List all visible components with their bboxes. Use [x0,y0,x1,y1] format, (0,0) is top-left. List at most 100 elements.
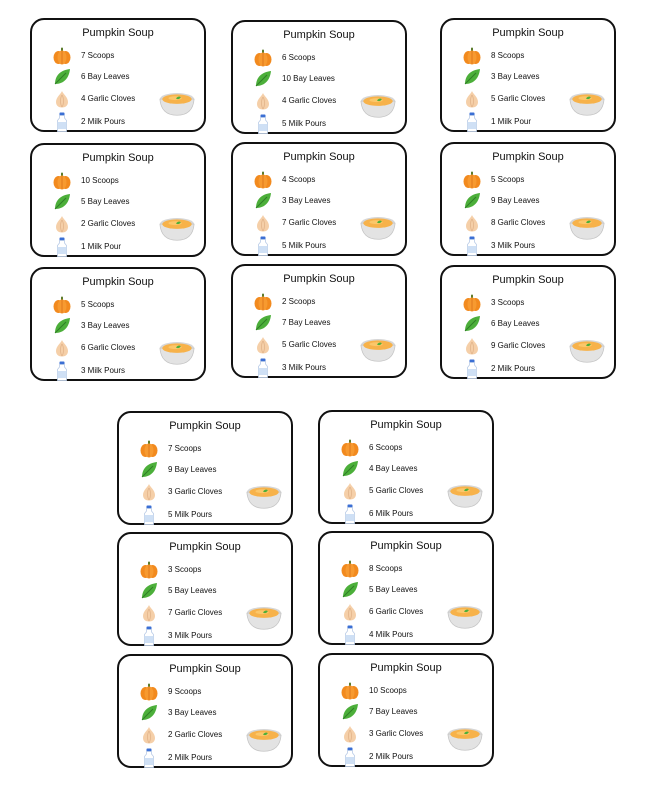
card-title: Pumpkin Soup [492,151,564,163]
ingredient-row-bay-leaves: 3 Bay Leaves [52,316,202,336]
ingredient-row-pumpkin-scoops: 2 Scoops [253,292,403,312]
recipe-card: Pumpkin Soup 3 Scoops 6 Bay Leaves 9 Garlic… [440,265,616,379]
ingredient-amount: 8 Scoops [369,564,403,573]
bay-leaf-icon [340,459,360,479]
card-title: Pumpkin Soup [82,152,154,164]
ingredient-row-garlic-cloves: 4 Garlic Cloves [52,89,202,109]
ingredient-amount: 5 Scoops [491,175,525,184]
milk-bottle-icon [462,359,482,379]
ingredient-amount: 7 Bay Leaves [282,318,331,327]
ingredient-amount: 7 Garlic Cloves [168,608,223,617]
recipe-card: Pumpkin Soup 6 Scoops 10 Bay Leaves 4 Garli… [231,20,407,134]
ingredient-row-bay-leaves: 5 Bay Leaves [340,580,490,600]
ingredient-amount: 3 Bay Leaves [282,196,331,205]
ingredient-amount: 5 Milk Pours [168,510,213,519]
ingredient-row-milk-pours: 2 Milk Pours [462,359,612,379]
ingredient-row-pumpkin-scoops: 7 Scoops [52,46,202,66]
garlic-icon [139,725,159,745]
ingredient-amount: 10 Scoops [81,176,119,185]
ingredient-amount: 5 Milk Pours [282,119,327,128]
ingredient-row-pumpkin-scoops: 4 Scoops [253,170,403,190]
recipe-card: Pumpkin Soup 6 Scoops 4 Bay Leaves 5 Garlic… [318,410,494,524]
garlic-icon [139,603,159,623]
ingredient-row-milk-pours: 2 Milk Pours [52,112,202,132]
soup-bowl-icon [568,85,606,119]
ingredient-amount: 9 Bay Leaves [168,465,217,474]
garlic-icon [340,602,360,622]
bay-leaf-icon [52,67,72,87]
recipe-card: Pumpkin Soup 2 Scoops 7 Bay Leaves 5 Garlic… [231,264,407,378]
garlic-icon [340,724,360,744]
ingredient-amount: 5 Bay Leaves [168,586,217,595]
ingredient-row-garlic-cloves: 4 Garlic Cloves [253,91,403,111]
pumpkin-icon [462,170,482,190]
ingredient-row-milk-pours: 1 Milk Pour [462,112,612,132]
garlic-icon [253,91,273,111]
ingredient-row-bay-leaves: 5 Bay Leaves [139,581,289,601]
garlic-icon [340,481,360,501]
ingredient-amount: 2 Milk Pours [369,752,414,761]
ingredient-row-milk-pours: 3 Milk Pours [462,236,612,256]
ingredient-amount: 6 Milk Pours [369,509,414,518]
soup-bowl-icon [446,720,484,754]
ingredient-amount: 5 Scoops [81,300,115,309]
ingredient-amount: 6 Scoops [369,443,403,452]
ingredient-row-garlic-cloves: 6 Garlic Cloves [52,338,202,358]
bay-leaf-icon [462,67,482,87]
ingredient-amount: 5 Garlic Cloves [491,94,546,103]
soup-bowl-icon [446,477,484,511]
pumpkin-icon [253,170,273,190]
soup-bowl-icon [158,85,196,119]
ingredient-row-garlic-cloves: 3 Garlic Cloves [139,482,289,502]
soup-bowl-icon [446,598,484,632]
card-title: Pumpkin Soup [492,27,564,39]
ingredient-row-milk-pours: 5 Milk Pours [253,114,403,134]
recipe-card: Pumpkin Soup 9 Scoops 3 Bay Leaves 2 Garlic… [117,654,293,768]
ingredient-amount: 1 Milk Pour [81,242,122,251]
garlic-icon [139,482,159,502]
pumpkin-icon [340,438,360,458]
card-title: Pumpkin Soup [370,540,442,552]
milk-bottle-icon [253,114,273,134]
card-title: Pumpkin Soup [283,29,355,41]
ingredient-amount: 5 Milk Pours [282,241,327,250]
ingredient-row-pumpkin-scoops: 6 Scoops [253,48,403,68]
card-title: Pumpkin Soup [283,151,355,163]
garlic-icon [52,338,72,358]
ingredient-row-pumpkin-scoops: 6 Scoops [340,438,490,458]
ingredient-amount: 6 Garlic Cloves [369,607,424,616]
soup-bowl-icon [158,334,196,368]
ingredient-row-garlic-cloves: 2 Garlic Cloves [52,214,202,234]
bay-leaf-icon [139,581,159,601]
pumpkin-icon [340,681,360,701]
ingredient-amount: 3 Scoops [491,298,525,307]
ingredient-amount: 6 Bay Leaves [81,72,130,81]
ingredient-amount: 6 Garlic Cloves [81,343,136,352]
ingredient-row-pumpkin-scoops: 5 Scoops [462,170,612,190]
pumpkin-icon [52,295,72,315]
recipe-card: Pumpkin Soup 7 Scoops 6 Bay Leaves 4 Garlic… [30,18,206,132]
recipe-card: Pumpkin Soup 4 Scoops 3 Bay Leaves 7 Garlic… [231,142,407,256]
ingredient-row-milk-pours: 5 Milk Pours [139,505,289,525]
ingredient-row-bay-leaves: 3 Bay Leaves [139,703,289,723]
ingredient-row-milk-pours: 2 Milk Pours [139,748,289,768]
ingredient-amount: 8 Garlic Cloves [491,218,546,227]
ingredient-row-bay-leaves: 6 Bay Leaves [462,314,612,334]
bay-leaf-icon [253,313,273,333]
card-title: Pumpkin Soup [169,541,241,553]
ingredient-amount: 9 Scoops [168,687,202,696]
milk-bottle-icon [340,504,360,524]
ingredient-row-bay-leaves: 5 Bay Leaves [52,192,202,212]
soup-bowl-icon [359,87,397,121]
bay-leaf-icon [52,316,72,336]
pumpkin-icon [462,46,482,66]
ingredient-row-garlic-cloves: 6 Garlic Cloves [340,602,490,622]
ingredient-row-garlic-cloves: 7 Garlic Cloves [253,213,403,233]
garlic-icon [253,213,273,233]
ingredient-row-bay-leaves: 3 Bay Leaves [462,67,612,87]
ingredient-amount: 5 Garlic Cloves [369,486,424,495]
garlic-icon [52,214,72,234]
ingredient-row-garlic-cloves: 5 Garlic Cloves [462,89,612,109]
ingredient-amount: 4 Bay Leaves [369,464,418,473]
card-title: Pumpkin Soup [370,662,442,674]
